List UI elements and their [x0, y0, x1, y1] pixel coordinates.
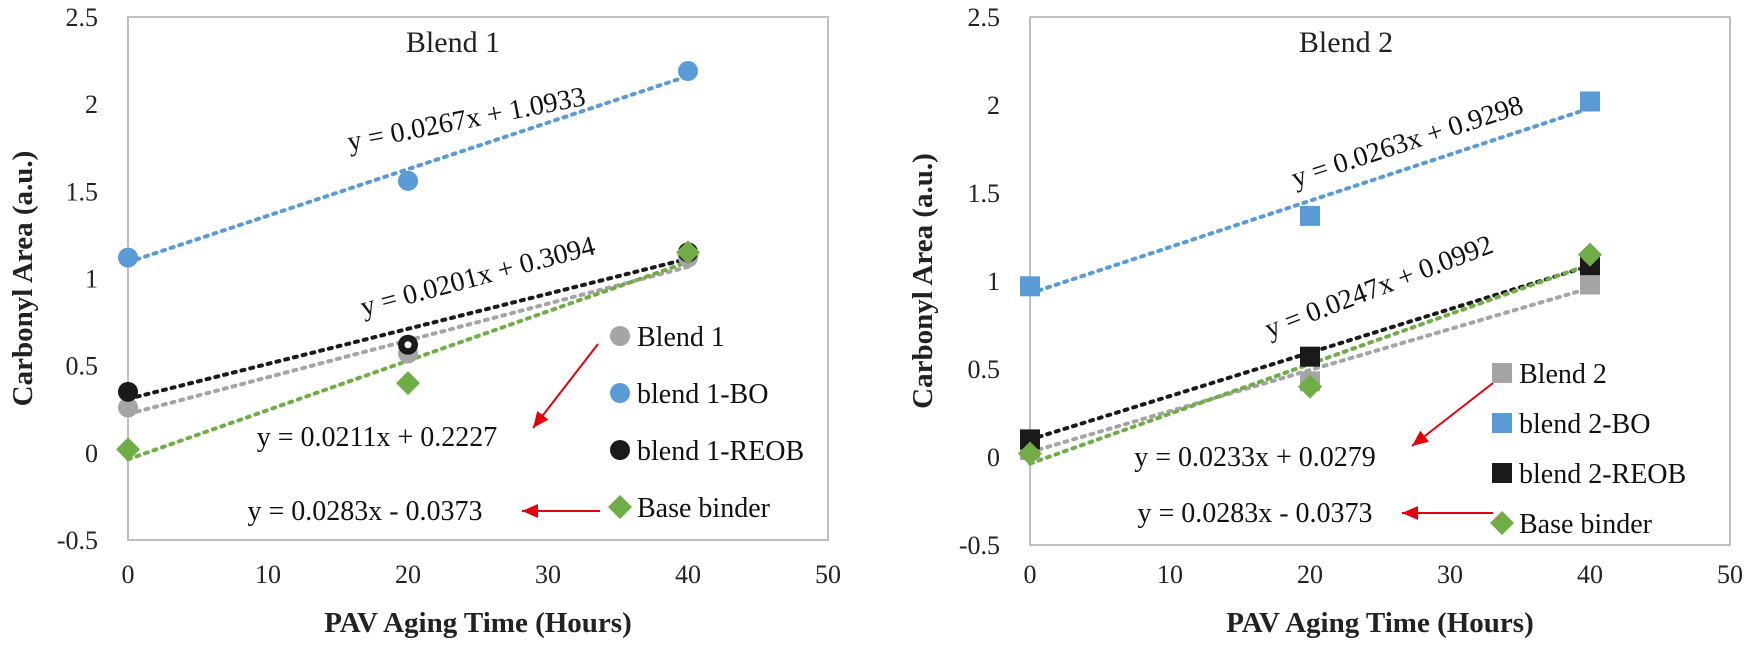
- panel-1-plot-frame: [127, 16, 829, 541]
- panel-1-trendline-2: [126, 74, 690, 265]
- panel-2-y-tick-label: 1.5: [968, 179, 1001, 208]
- panel-2-x-tick-label: 50: [1717, 560, 1743, 589]
- panel-2-legend-marker: [1492, 363, 1512, 383]
- panel-1-x-tick-label: 0: [122, 560, 135, 589]
- panel-2-legend-marker: [1490, 511, 1514, 535]
- panel-1-legend-marker: [608, 495, 632, 519]
- panel-2-y-tick-label: 2: [987, 91, 1000, 120]
- panel-1-x-tick-label: 30: [535, 560, 561, 589]
- panel-1-series-2-point: [678, 61, 698, 82]
- panel-2-x-tick-label: 20: [1297, 560, 1323, 589]
- panel-2-arrow-1: [1411, 382, 1494, 447]
- panel-2-x-axis-title: PAV Aging Time (Hours): [1226, 607, 1534, 639]
- panel-2-legend-label: blend 2-BO: [1519, 409, 1650, 440]
- panel-1-legend-marker: [610, 383, 630, 403]
- panel-2-legend-marker: [1492, 413, 1512, 433]
- panel-2-trend-equation-4: y = 0.0283x - 0.0373: [1137, 498, 1372, 529]
- panel-2-series-4-point: [1298, 374, 1322, 399]
- panel-1-x-tick-label: 10: [255, 560, 281, 589]
- panel-1-y-tick-label: 2: [85, 90, 98, 119]
- panel-2-series-2-point: [1020, 276, 1040, 297]
- panel-1-legend-marker: [610, 440, 630, 460]
- panel-2-series-3-point: [1020, 429, 1040, 450]
- panel-2-x-tick-label: 40: [1577, 560, 1603, 589]
- panel-2-legend-label: blend 2-REOB: [1519, 459, 1686, 490]
- panel-2-chart-title: Blend 2: [1299, 26, 1393, 59]
- panel-1-legend-marker: [610, 326, 630, 346]
- panel-1-point-highlight: [404, 341, 412, 349]
- panel-2-series-3-point: [1300, 346, 1320, 367]
- panel-2-y-tick-label: 2.5: [968, 3, 1001, 32]
- panel-1-trend-equation-1: y = 0.0267x + 1.0933: [345, 81, 588, 158]
- panel-1-x-tick-label: 50: [815, 560, 841, 589]
- panel-1-series-2-point: [398, 170, 418, 191]
- panel-2-arrowhead-2: [1402, 506, 1418, 520]
- panel-1-arrow-1: [532, 343, 599, 429]
- panel-2-x-tick-label: 10: [1157, 560, 1183, 589]
- panel-1-y-tick-label: 0: [85, 439, 98, 468]
- panel-1-y-tick-label: -0.5: [57, 526, 98, 555]
- panel-2-arrowhead-1: [1412, 430, 1429, 446]
- panel-2-y-tick-label: -0.5: [959, 531, 1000, 560]
- panel-2-trend-equation-3: y = 0.0233x + 0.0279: [1134, 442, 1376, 473]
- panel-1-y-axis-title: Carbonyl Area (a.u.): [7, 151, 39, 407]
- panel-1-chart-title: Blend 1: [406, 26, 500, 59]
- panel-2-y-tick-label: 0.5: [968, 355, 1001, 384]
- panel-1-series-3-point: [118, 381, 138, 402]
- panel-2-series-2-point: [1300, 205, 1320, 226]
- panel-1-y-tick-label: 2.5: [66, 3, 99, 32]
- panel-1-y-tick-label: 0.5: [66, 352, 99, 381]
- panel-1-trend-equation-2: y = 0.0201x + 0.3094: [357, 231, 598, 323]
- panel-2-legend-marker: [1492, 463, 1512, 483]
- panel-1-series-1-point: [118, 397, 138, 418]
- panel-2-x-tick-label: 0: [1024, 560, 1037, 589]
- panel-1-arrowhead-1: [533, 411, 549, 428]
- panel-2-x-tick-label: 30: [1437, 560, 1463, 589]
- panel-2-trendline-2: [1028, 106, 1592, 296]
- panel-2-legend-label: Blend 2: [1519, 359, 1607, 390]
- panel-2-series-4-point: [1578, 242, 1602, 267]
- panel-1-legend-label: blend 1-REOB: [637, 436, 804, 467]
- panel-2-series-1-point: [1580, 274, 1600, 295]
- panel-1-series-4-point: [676, 240, 700, 265]
- panel-1-series-4-point: [396, 371, 420, 396]
- panel-1-series-4-point: [116, 437, 140, 462]
- panel-1-x-tick-label: 40: [675, 560, 701, 589]
- panel-1-x-tick-label: 20: [395, 560, 421, 589]
- panel-1-arrowhead-2: [522, 504, 538, 518]
- panel-1-y-tick-label: 1: [85, 265, 98, 294]
- panel-1-trendline-3: [126, 256, 690, 401]
- panel-1-x-axis-title: PAV Aging Time (Hours): [324, 607, 632, 639]
- panel-2-series-2-point: [1580, 91, 1600, 112]
- panel-1-legend-label: blend 1-BO: [637, 379, 768, 410]
- panel-2-trendline-1: [1028, 286, 1592, 455]
- panel-1-trend-equation-3: y = 0.0211x + 0.2227: [257, 422, 498, 453]
- panel-2-legend-label: Base binder: [1519, 509, 1653, 540]
- panel-1-legend-label: Blend 1: [637, 322, 725, 353]
- panel-2-y-tick-label: 0: [987, 443, 1000, 472]
- panel-2-trendline-3: [1028, 263, 1592, 442]
- panel-1-trend-equation-4: y = 0.0283x - 0.0373: [247, 496, 482, 527]
- panel-1-series-2-point: [118, 247, 138, 268]
- panel-1-legend-label: Base binder: [637, 493, 771, 524]
- panel-1-y-tick-label: 1.5: [66, 177, 99, 206]
- panel-2-series-4-point: [1018, 441, 1042, 466]
- panel-2-y-tick-label: 1: [987, 267, 1000, 296]
- panel-2-y-axis-title: Carbonyl Area (a.u.): [907, 153, 939, 409]
